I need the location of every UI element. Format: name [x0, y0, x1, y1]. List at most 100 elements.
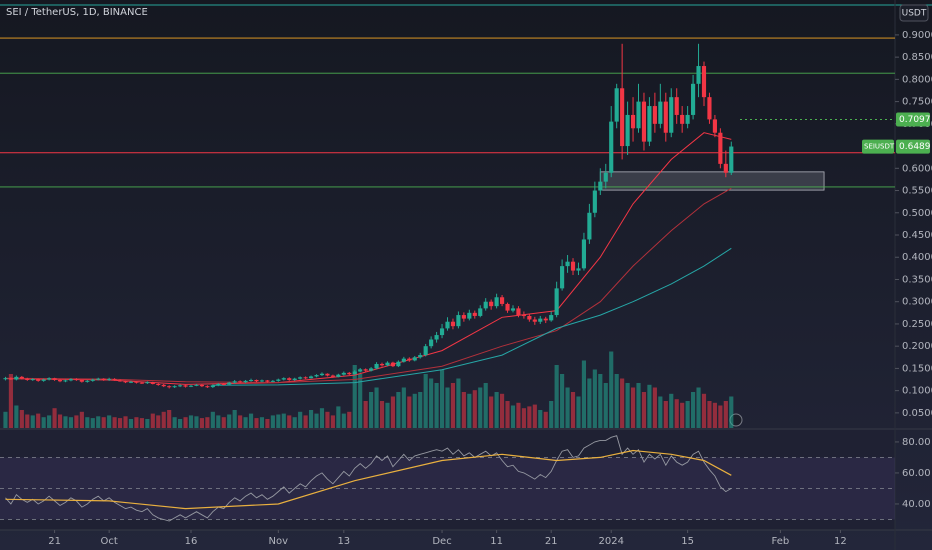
candle-body: [614, 88, 619, 122]
candle-body: [308, 376, 314, 379]
candle-body: [560, 266, 565, 289]
x-tick-label: 21: [545, 536, 558, 547]
candle-body: [707, 97, 712, 120]
volume-bar: [194, 416, 199, 428]
volume-bar: [281, 413, 286, 428]
candle-body: [330, 375, 335, 377]
candle-body: [669, 97, 674, 133]
volume-bar: [412, 393, 417, 428]
chart-title: SEI / TetherUS, 1D, BINANCE: [6, 7, 148, 18]
volume-bar: [128, 419, 134, 428]
volume-bar: [483, 383, 488, 428]
candle-body: [30, 379, 35, 381]
volume-bar: [8, 374, 13, 428]
candle-body: [156, 383, 161, 385]
volume-bar: [396, 392, 401, 428]
x-tick-label: 16: [185, 536, 198, 547]
volume-bar: [674, 399, 679, 428]
candle-body: [19, 376, 24, 379]
volume-bar: [641, 392, 647, 428]
volume-bar: [401, 387, 406, 428]
rsi-tick-label: 80.00: [902, 437, 931, 448]
volume-bar: [669, 393, 674, 428]
volume-bar: [680, 402, 685, 428]
volume-bar: [336, 406, 341, 428]
candle-body: [107, 379, 112, 381]
candle-body: [489, 301, 494, 307]
candle-body: [412, 357, 417, 361]
candle-body: [576, 268, 581, 271]
rsi-ma: [5, 449, 732, 510]
candle-body: [79, 379, 84, 382]
volume-bar: [347, 411, 352, 428]
currency-box[interactable]: [899, 4, 929, 22]
x-tick-label: 13: [337, 536, 350, 547]
volume-bar: [581, 360, 587, 428]
volume-bar: [723, 401, 728, 428]
candle-body: [439, 328, 445, 336]
candle-body: [325, 373, 330, 376]
candle-body: [729, 146, 734, 173]
candle-body: [456, 315, 461, 327]
candle-body: [352, 371, 357, 375]
candle-body: [418, 355, 423, 358]
volume-bar: [14, 405, 19, 428]
volume-bar: [576, 396, 581, 428]
candle-body: [123, 381, 128, 383]
y-tick-label: 0.0500: [902, 408, 932, 419]
volume-bar: [543, 411, 548, 428]
candle-body: [549, 315, 554, 321]
volume-bar: [587, 378, 592, 428]
candle-body: [314, 375, 319, 377]
volume-bar: [232, 410, 237, 428]
candle-body: [90, 379, 95, 381]
volume-bar: [554, 365, 559, 428]
candle-body: [270, 380, 275, 382]
volume-bar: [298, 411, 303, 428]
volume-bar: [625, 383, 630, 428]
volume-bar: [123, 416, 128, 428]
candle-body: [516, 308, 521, 316]
volume-bar: [308, 410, 314, 428]
volume-bar: [538, 410, 543, 428]
candle-body: [407, 358, 412, 361]
volume-bar: [188, 415, 194, 428]
volume-bar: [527, 406, 532, 428]
volume-bar: [707, 401, 712, 428]
candle-body: [510, 308, 516, 311]
candle-body: [281, 378, 286, 380]
currency: USDT: [902, 9, 927, 19]
candle-body: [483, 301, 488, 309]
price-tag: [896, 139, 930, 154]
volume-bar: [652, 387, 657, 428]
volume-bar: [489, 396, 494, 428]
candle-body: [167, 386, 172, 388]
volume-bar: [461, 392, 466, 428]
volume-bar: [243, 417, 248, 428]
volume-bar: [620, 378, 625, 428]
candle-body: [336, 374, 341, 377]
volume-bar: [445, 387, 450, 428]
volume-bar: [292, 417, 297, 428]
candle-body: [358, 369, 363, 372]
volume-bar: [156, 415, 161, 428]
volume-bar: [330, 415, 335, 428]
volume-bar: [36, 413, 41, 428]
volume-bar: [450, 383, 456, 428]
volume-bar: [238, 415, 243, 428]
volume-bar: [270, 415, 275, 428]
candle-body: [139, 382, 144, 384]
candle-body: [341, 372, 346, 375]
volume-bar: [265, 419, 270, 428]
volume-bar: [172, 417, 177, 428]
x-tick-label: Oct: [100, 536, 117, 547]
volume-bar: [374, 387, 379, 428]
candle-body: [205, 386, 210, 388]
candle-body: [265, 380, 270, 382]
